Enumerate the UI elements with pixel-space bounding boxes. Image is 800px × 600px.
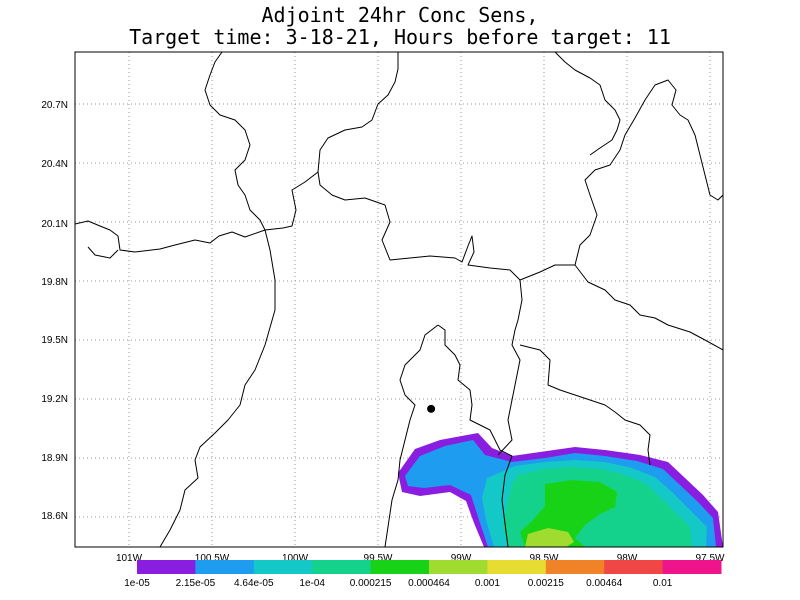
- sensitivity-field: [398, 433, 723, 547]
- lat-label: 18.9N: [41, 453, 68, 464]
- lat-label: 20.4N: [41, 159, 68, 170]
- map-frame: [74, 51, 724, 548]
- colorbar-labels: 1e-05 2.15e-05 4.64e-05 1e-04 0.000215 0.0004…: [124, 578, 673, 589]
- target-location-marker: [427, 404, 436, 413]
- colorbar-swatch: [137, 560, 196, 574]
- colorbar-swatch: [429, 560, 488, 574]
- plot-title-line-1: Adjoint 24hr Conc Sens,: [261, 3, 539, 27]
- latitude-labels: 20.7N 20.4N 20.1N 19.8N 19.5N 19.2N 18.9…: [41, 100, 68, 522]
- colorbar-label: 0.01: [653, 578, 673, 589]
- colorbar-label: 2.15e-05: [176, 578, 216, 589]
- colorbar-label: 0.00464: [586, 578, 623, 589]
- colorbar-swatch: [370, 560, 430, 574]
- colorbar-label: 4.64e-05: [234, 578, 274, 589]
- lat-label: 19.5N: [41, 335, 68, 346]
- lon-label: 98W: [617, 553, 638, 564]
- lon-label: 99W: [451, 553, 472, 564]
- lon-label: 97.5W: [696, 553, 725, 564]
- colorbar-swatch: [312, 560, 372, 574]
- longitude-labels: 101W 100.5W 100W 99.5W 99W 98.5W 98W 97.…: [116, 553, 725, 564]
- colorbar-label: 1e-04: [299, 578, 325, 589]
- colorbar: [137, 560, 722, 574]
- state-borders: [75, 52, 723, 547]
- colorbar-swatch: [662, 560, 722, 574]
- lon-label: 100W: [282, 553, 309, 564]
- lat-label: 18.6N: [41, 511, 68, 522]
- lat-label: 20.7N: [41, 100, 68, 111]
- lon-label: 99.5W: [364, 553, 393, 564]
- plot-title-line-2: Target time: 3-18-21, Hours before targe…: [129, 25, 671, 49]
- lon-label: 100.5W: [195, 553, 230, 564]
- colorbar-label: 1e-05: [124, 578, 150, 589]
- colorbar-label: 0.000464: [408, 578, 450, 589]
- colorbar-swatch: [195, 560, 255, 574]
- lat-label: 19.8N: [41, 277, 68, 288]
- lon-label: 98.5W: [530, 553, 559, 564]
- lat-label: 19.2N: [41, 394, 68, 405]
- lon-label: 101W: [116, 553, 143, 564]
- colorbar-swatch: [545, 560, 605, 574]
- colorbar-swatch: [253, 560, 313, 574]
- lat-label: 20.1N: [41, 219, 68, 230]
- contour-0.000464: [525, 528, 574, 547]
- colorbar-label: 0.001: [475, 578, 500, 589]
- colorbar-swatch: [604, 560, 664, 574]
- colorbar-label: 0.000215: [350, 578, 392, 589]
- colorbar-swatch: [487, 560, 547, 574]
- colorbar-label: 0.00215: [528, 578, 565, 589]
